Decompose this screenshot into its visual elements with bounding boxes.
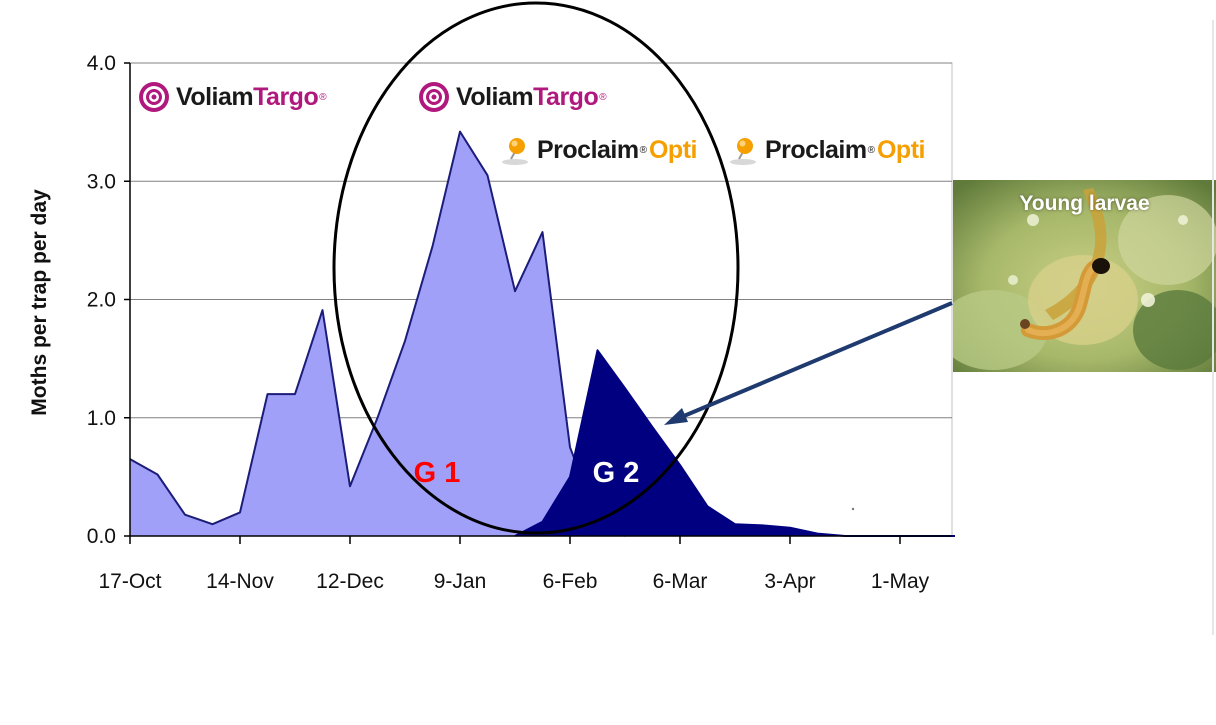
y-tick-label: 2.0 (87, 289, 116, 312)
voliam-targo-logo-1: Voliam Targo ® (137, 80, 329, 114)
voliam-reg-mark: ® (319, 91, 327, 103)
opti-text: Opti (876, 135, 926, 164)
voliam-reg-mark: ® (599, 91, 607, 103)
series-line-g1 (129, 130, 626, 537)
x-tick-label: 14-Nov (206, 570, 274, 593)
stray-dot (851, 507, 855, 511)
x-tick-labels: 17-Oct 14-Nov 12-Dec 9-Jan 6-Feb 6-Mar 3-Apr 1-… (98, 570, 929, 593)
generation-labels: G 1 G 2 (414, 457, 640, 489)
proclaim-opti-logo-2: Proclaim ® Opti (726, 133, 925, 167)
generation-label-g1: G 1 (414, 457, 461, 489)
series-area-g2 (515, 350, 955, 536)
voliam-text: Voliam (456, 82, 534, 111)
larvae-image (953, 180, 1216, 372)
voliam-text: Voliam (176, 82, 254, 111)
y-tick-label: 4.0 (87, 52, 116, 75)
larvae-caption: Young larvae (1019, 192, 1150, 215)
proclaim-pin-icon (502, 138, 528, 165)
targo-text: Targo (253, 82, 319, 111)
x-tick-label: 12-Dec (316, 570, 384, 593)
y-tick-labels: 0.0 1.0 2.0 3.0 4.0 (87, 52, 116, 548)
x-tick-label: 3-Apr (764, 570, 815, 593)
opti-text: Opti (648, 135, 698, 164)
proclaim-opti-logo-1: Proclaim ® Opti (498, 133, 697, 167)
generation-label-g2: G 2 (593, 457, 640, 489)
proclaim-reg-mark: ® (867, 144, 875, 156)
voliam-swirl-icon (419, 82, 449, 112)
pointer-arrow-line (671, 301, 953, 423)
y-axis-label: Moths per trap per day (28, 189, 51, 416)
y-tick-label: 1.0 (87, 407, 116, 430)
axes (124, 62, 952, 544)
y-tick-label: 0.0 (87, 525, 116, 548)
voliam-swirl-icon (139, 82, 169, 112)
x-tick-label: 9-Jan (434, 570, 487, 593)
proclaim-text: Proclaim (537, 135, 639, 164)
proclaim-text: Proclaim (765, 135, 867, 164)
highlight-ellipse (332, 1, 740, 535)
right-edge-line (1212, 20, 1214, 635)
proclaim-pin-icon (730, 138, 756, 165)
voliam-targo-logo-2: Voliam Targo ® (417, 80, 609, 114)
young-larvae-photo: Young larvae (953, 180, 1216, 372)
proclaim-reg-mark: ® (639, 144, 647, 156)
targo-text: Targo (533, 82, 599, 111)
pointer-arrow-head (664, 408, 688, 425)
x-tick-label: 6-Feb (543, 570, 598, 593)
x-tick-label: 6-Mar (653, 570, 708, 593)
annotations (332, 1, 953, 535)
series-area-g1 (130, 131, 625, 536)
x-tick-label: 17-Oct (98, 570, 161, 593)
y-tick-label: 3.0 (87, 170, 116, 193)
x-tick-label: 1-May (871, 570, 930, 593)
